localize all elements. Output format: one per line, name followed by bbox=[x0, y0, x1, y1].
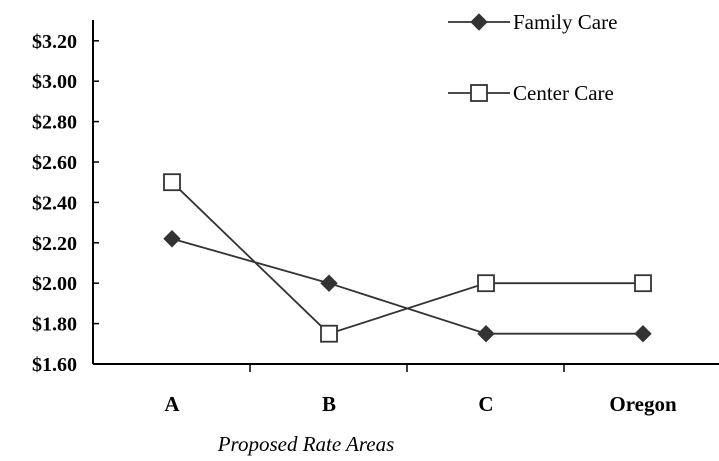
y-tick-label: $1.80 bbox=[32, 314, 77, 336]
data-point bbox=[477, 324, 495, 343]
legend-item: Center Care bbox=[448, 81, 614, 105]
y-tick-label: $2.80 bbox=[32, 112, 77, 134]
y-tick-label: $2.40 bbox=[32, 192, 77, 214]
y-tick-label: $2.00 bbox=[32, 273, 77, 295]
series-center-care bbox=[163, 173, 652, 343]
legend-label: Center Care bbox=[513, 81, 614, 105]
x-axis-title: Proposed Rate Areas bbox=[217, 432, 395, 456]
legend-marker bbox=[470, 13, 488, 31]
x-tick-label: Oregon bbox=[609, 392, 677, 416]
data-point bbox=[163, 230, 181, 248]
x-tick-label: A bbox=[164, 392, 180, 416]
data-point bbox=[634, 324, 652, 343]
data-point bbox=[634, 274, 652, 293]
data-point bbox=[320, 274, 338, 292]
x-tick-label: C bbox=[478, 392, 493, 416]
series-line bbox=[171, 181, 643, 335]
y-axis-ticks: $1.60 $1.80 $2.00 $2.20 $2.40 $2.60 $2.80 $3.00… bbox=[32, 31, 99, 376]
x-axis-ticks: A B C Oregon bbox=[164, 364, 677, 416]
y-tick-label: $2.60 bbox=[32, 152, 77, 174]
axes bbox=[92, 20, 719, 365]
legend-item: Family Care bbox=[448, 10, 617, 34]
y-tick-label: $2.20 bbox=[32, 233, 77, 255]
series-group bbox=[163, 173, 652, 343]
series-family-care bbox=[163, 230, 652, 343]
y-tick-label: $3.20 bbox=[32, 31, 77, 53]
data-point bbox=[163, 173, 181, 192]
legend-label: Family Care bbox=[513, 10, 617, 34]
legend-marker bbox=[470, 84, 488, 102]
y-tick-label: $3.00 bbox=[32, 71, 77, 93]
series-line bbox=[171, 237, 643, 335]
x-tick-label: B bbox=[322, 392, 336, 416]
data-point bbox=[477, 274, 495, 293]
data-point bbox=[320, 324, 338, 343]
legend: Family Care Center Care bbox=[448, 10, 617, 105]
y-tick-label: $1.60 bbox=[32, 354, 77, 376]
